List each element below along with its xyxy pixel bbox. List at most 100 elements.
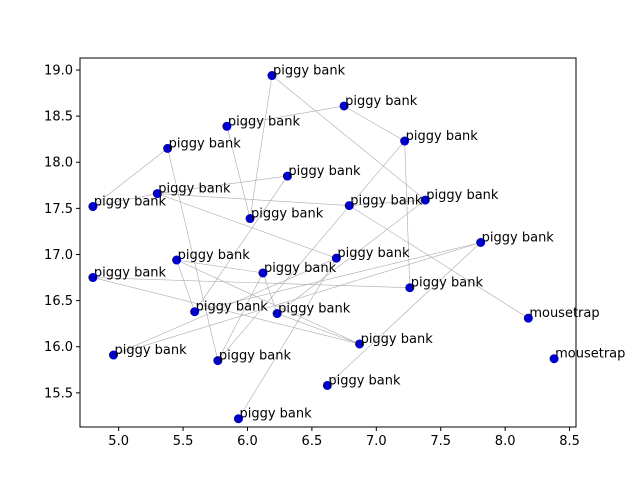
point-label: piggy bank <box>411 276 484 291</box>
connection-line <box>343 105 405 142</box>
connection-line <box>327 242 481 386</box>
data-point <box>245 214 255 224</box>
data-point <box>88 202 98 212</box>
point-label: piggy bank <box>328 373 401 388</box>
connection-line <box>404 141 411 288</box>
y-tick-label: 19.0 <box>44 63 73 78</box>
data-point <box>331 253 341 263</box>
y-tick-label: 16.5 <box>44 294 73 309</box>
data-point <box>339 101 349 111</box>
point-label: piggy bank <box>158 182 231 197</box>
data-point <box>222 121 232 131</box>
connection-line <box>349 199 426 206</box>
point-label: piggy bank <box>239 407 312 422</box>
data-point <box>152 189 162 199</box>
point-label: piggy bank <box>251 207 324 222</box>
point-label: piggy bank <box>482 231 555 246</box>
data-point <box>172 255 182 265</box>
point-label: piggy bank <box>406 129 479 144</box>
data-point <box>405 283 415 293</box>
data-point <box>282 171 292 181</box>
y-tick-label: 18.5 <box>44 110 73 125</box>
data-point <box>267 71 277 81</box>
data-point <box>108 350 118 360</box>
point-label: piggy bank <box>264 261 337 276</box>
data-point <box>476 238 486 247</box>
y-axis: 15.5 16.0 16.5 17.0 17.5 18.0 18.5 19.0 <box>44 63 80 401</box>
point-label: piggy bank <box>94 266 167 281</box>
connection-line <box>277 313 360 345</box>
point-label: piggy bank <box>228 114 301 129</box>
connection-line <box>276 199 426 314</box>
point-label: piggy bank <box>219 349 292 364</box>
connection-line <box>249 75 273 219</box>
data-point <box>163 143 173 153</box>
connection-line <box>226 105 345 127</box>
data-point <box>420 195 430 205</box>
data-point <box>233 414 243 424</box>
x-tick-label: 5.5 <box>173 434 194 449</box>
connection-line <box>167 148 219 361</box>
x-tick-label: 8.0 <box>495 434 516 449</box>
x-tick-label: 6.5 <box>302 434 323 449</box>
connection-line <box>92 277 410 289</box>
point-label: piggy bank <box>337 246 410 261</box>
data-point <box>400 136 410 146</box>
data-point <box>272 309 282 319</box>
connection-lines <box>92 75 529 419</box>
y-tick-label: 15.5 <box>44 386 73 401</box>
x-tick-label: 7.5 <box>430 434 451 449</box>
point-label: piggy bank <box>278 302 351 317</box>
point-label: mousetrap <box>529 306 599 321</box>
connection-line <box>157 193 337 259</box>
connection-line <box>176 259 360 345</box>
data-point <box>523 313 533 323</box>
connection-line <box>349 205 529 319</box>
point-label: piggy bank <box>361 332 434 347</box>
connection-line <box>271 75 426 201</box>
point-label: piggy bank <box>345 94 418 109</box>
connection-line <box>113 257 337 356</box>
data-point <box>549 354 559 364</box>
y-tick-label: 16.0 <box>44 340 73 355</box>
connection-line <box>194 242 481 312</box>
x-tick-label: 8.5 <box>559 434 580 449</box>
connection-line <box>217 272 264 361</box>
data-point <box>88 273 98 283</box>
point-label: piggy bank <box>288 164 361 179</box>
data-point <box>190 307 200 317</box>
connection-line <box>217 140 405 361</box>
point-label: piggy bank <box>114 343 187 358</box>
point-label: mousetrap <box>555 347 625 362</box>
x-tick-label: 5.0 <box>108 434 129 449</box>
y-tick-label: 18.0 <box>44 156 73 171</box>
point-label: piggy bank <box>273 64 346 79</box>
data-point <box>213 356 223 366</box>
point-label: piggy bank <box>169 136 242 151</box>
connection-line <box>226 126 251 219</box>
y-tick-label: 17.5 <box>44 202 73 217</box>
connection-line <box>113 242 481 356</box>
x-tick-label: 7.0 <box>366 434 387 449</box>
x-tick-label: 6.0 <box>237 434 258 449</box>
connection-line <box>194 175 288 312</box>
connection-line <box>157 193 350 206</box>
connection-line <box>176 259 263 274</box>
point-label: piggy bank <box>350 194 423 209</box>
connection-line <box>176 259 195 312</box>
y-tick-label: 17.0 <box>44 248 73 263</box>
data-point <box>322 380 332 390</box>
connection-line <box>92 148 168 207</box>
connection-line <box>92 193 158 207</box>
data-point <box>258 268 268 278</box>
connection-line <box>92 277 360 345</box>
point-label: piggy bank <box>178 248 251 263</box>
x-axis: 5.0 5.5 6.0 6.5 7.0 7.5 8.0 8.5 <box>108 427 580 449</box>
data-points <box>88 71 559 424</box>
plot-area-frame <box>79 57 577 428</box>
point-label: piggy bank <box>426 188 499 203</box>
point-label: piggy bank <box>94 195 167 210</box>
